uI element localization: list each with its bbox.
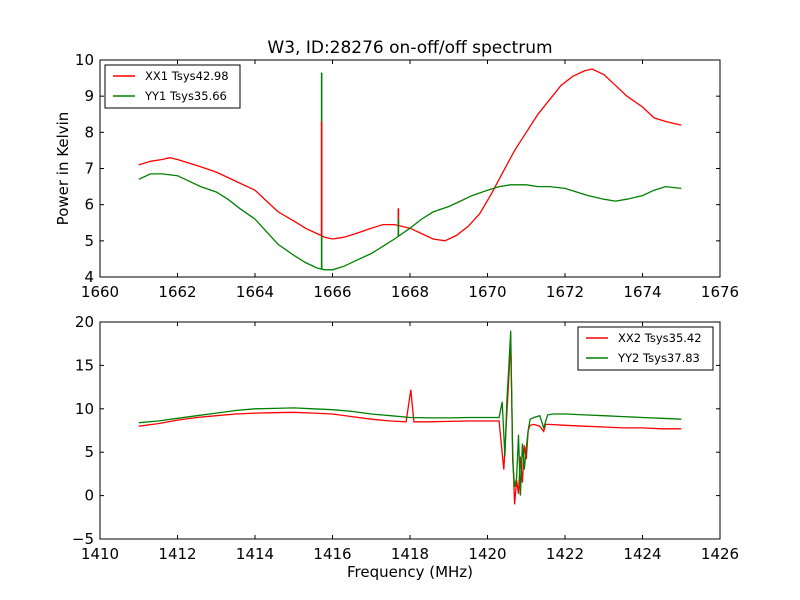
y-tick-label: 7 <box>84 160 94 178</box>
x-tick-label: 1668 <box>391 283 429 301</box>
y-tick-label: 5 <box>84 443 94 461</box>
series-line-1 <box>138 341 682 505</box>
x-tick-label: 1422 <box>546 545 584 563</box>
x-tick-label: 1662 <box>158 283 196 301</box>
series-line-2 <box>138 330 682 496</box>
y-tick-label: 20 <box>75 313 94 331</box>
x-tick-label: 1672 <box>546 283 584 301</box>
figure-title: W3, ID:28276 on-off/off spectrum <box>267 38 552 58</box>
y-tick-label: 4 <box>84 268 94 286</box>
x-tick-label: 1426 <box>701 545 739 563</box>
y-tick-label: 10 <box>75 400 94 418</box>
series-line-2 <box>138 173 682 271</box>
y-tick-label: 0 <box>84 487 94 505</box>
y-tick-label: 6 <box>84 196 94 214</box>
legend-label-2: YY1 Tsys35.66 <box>144 89 227 103</box>
x-tick-label: 1674 <box>623 283 661 301</box>
y-axis-label: Power in Kelvin <box>54 112 72 226</box>
x-tick-label: 1416 <box>313 545 351 563</box>
x-tick-label: 1410 <box>81 545 119 563</box>
x-axis-label: Frequency (MHz) <box>347 563 473 581</box>
x-tick-label: 1424 <box>623 545 661 563</box>
y-tick-label: −5 <box>72 530 94 548</box>
subplot-2: 1410 1412 1414 1416 1418 1420 1422 1424 1426 −5 0 5… <box>72 313 739 581</box>
subplot-1: 1660 1662 1664 1666 1668 1670 1672 1674 1676 4 5 6 7… <box>54 51 739 301</box>
x-tick-label: 1664 <box>236 283 274 301</box>
y-tick-label: 15 <box>75 356 94 374</box>
x-tick-label: 1414 <box>236 545 274 563</box>
legend: XX2 Tsys35.42 YY2 Tsys37.83 <box>577 326 714 371</box>
legend: XX1 Tsys42.98 YY1 Tsys35.66 <box>104 64 241 109</box>
x-tick-label: 1412 <box>158 545 196 563</box>
x-tick-label: 1418 <box>391 545 429 563</box>
y-tick-label: 5 <box>84 232 94 250</box>
legend-frame <box>577 326 714 371</box>
y-tick-label: 9 <box>84 87 94 105</box>
x-tick-label: 1666 <box>313 283 351 301</box>
x-tick-label: 1676 <box>701 283 739 301</box>
y-tick-label: 10 <box>75 51 94 69</box>
x-tick-label: 1670 <box>468 283 506 301</box>
legend-label-2: YY2 Tsys37.83 <box>617 351 700 365</box>
y-tick-label: 8 <box>84 123 94 141</box>
legend-label-1: XX1 Tsys42.98 <box>145 69 229 83</box>
x-tick-label: 1660 <box>81 283 119 301</box>
x-tick-label: 1420 <box>468 545 506 563</box>
legend-label-1: XX2 Tsys35.42 <box>618 331 702 345</box>
plots-layer: 1660 1662 1664 1666 1668 1670 1672 1674 1676 4 5 6 7… <box>54 51 739 581</box>
legend-frame <box>104 64 241 109</box>
